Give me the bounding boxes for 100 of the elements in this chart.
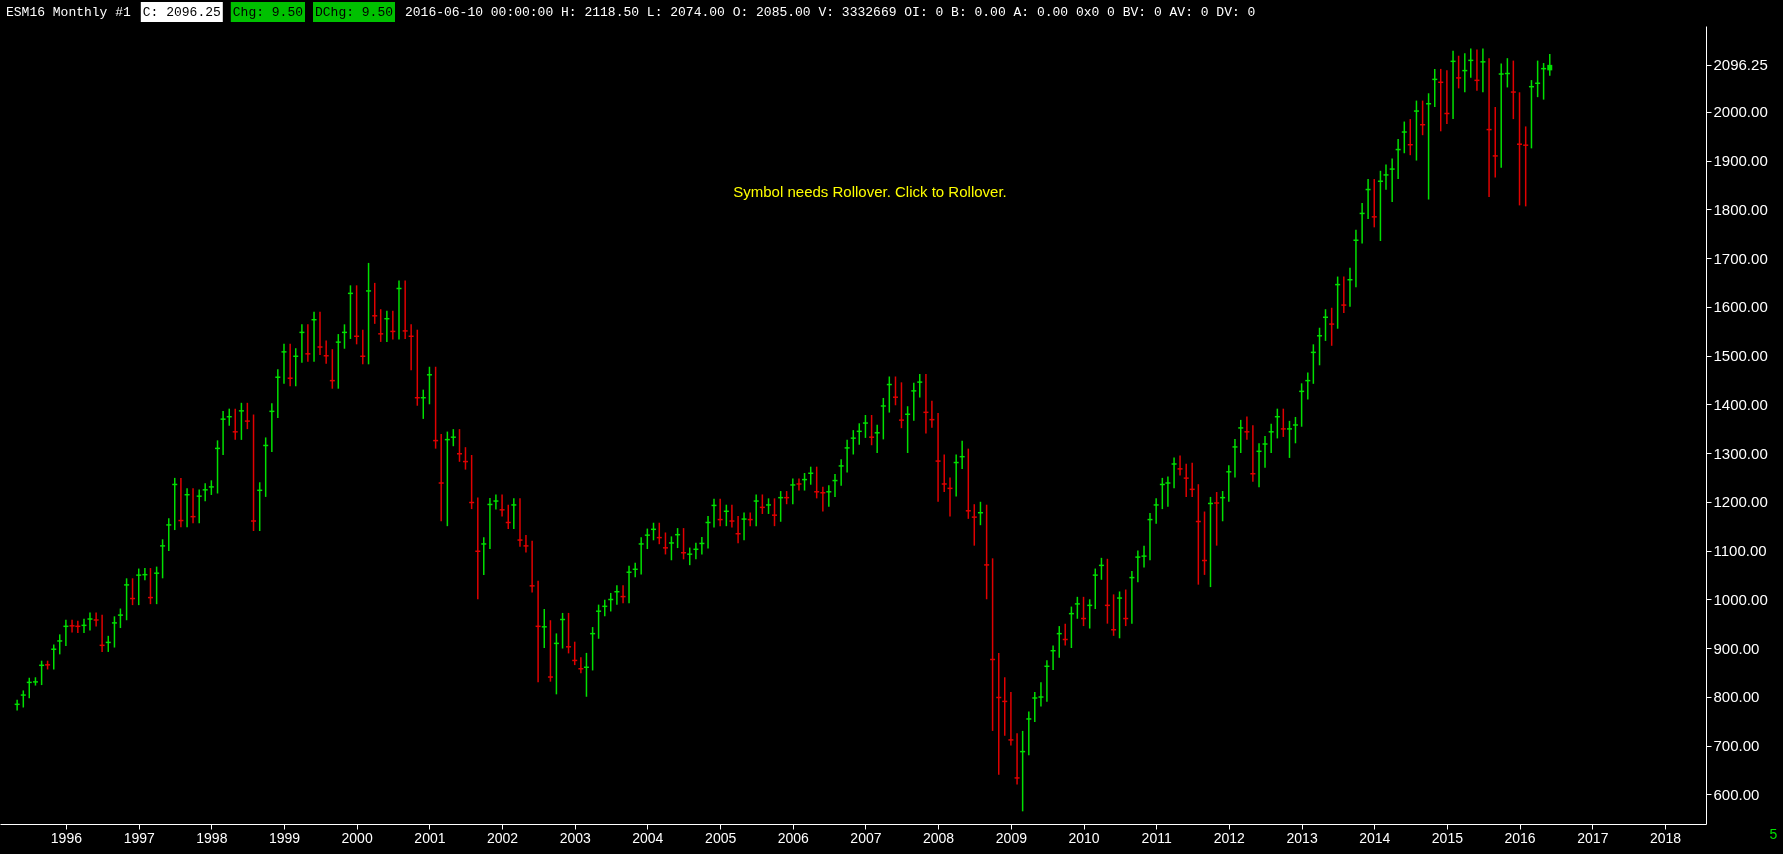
x-tick-label: 2009: [995, 829, 1028, 846]
y-tick-label: 1900.00: [1713, 152, 1768, 170]
x-tick-label: 2016: [1504, 829, 1536, 846]
x-tick-label: 2002: [487, 829, 519, 846]
y-tick-label: 600.00: [1713, 785, 1760, 803]
candlestick: [1092, 567, 1098, 610]
candlestick: [874, 424, 880, 454]
candlestick: [517, 497, 523, 548]
y-tick-label: 1800.00: [1713, 200, 1768, 218]
candlestick: [638, 536, 644, 576]
candlestick: [790, 477, 796, 505]
candlestick: [626, 564, 632, 604]
candlestick: [402, 279, 408, 340]
x-tick-label: 2017: [1577, 829, 1609, 846]
candlestick: [1510, 59, 1516, 120]
y-tick-label: 1300.00: [1713, 444, 1768, 462]
candlestick: [566, 612, 572, 655]
candlestick: [1135, 549, 1141, 583]
candlestick: [154, 565, 160, 605]
candlestick: [596, 603, 602, 640]
candlestick: [275, 368, 281, 419]
x-tick-label: 2012: [1213, 829, 1246, 846]
candlestick: [378, 308, 384, 343]
candlestick: [196, 488, 202, 524]
candlestick: [1401, 120, 1407, 154]
x-tick-label: 1996: [50, 829, 83, 846]
text: C: 2096.25: [142, 5, 221, 20]
y-tick-label: 1100.00: [1713, 542, 1767, 560]
candlestick: [366, 262, 372, 366]
candlestick: [111, 615, 117, 649]
candlestick: [892, 375, 898, 407]
candlestick: [772, 497, 777, 527]
candlestick: [481, 536, 487, 576]
candlestick: [1238, 419, 1244, 454]
candlestick: [838, 458, 844, 487]
candlestick: [971, 503, 977, 547]
candlestick: [317, 310, 323, 356]
candlestick: [57, 633, 63, 656]
x-tick-label: 2007: [850, 829, 882, 846]
candlestick: [93, 611, 99, 628]
candlestick: [844, 439, 850, 474]
candlestick: [1286, 420, 1292, 459]
candlestick: [166, 517, 172, 552]
candlestick: [1292, 416, 1298, 445]
candlestick: [1026, 710, 1032, 757]
y-tick-label: 2096.25: [1713, 56, 1768, 74]
candlestick: [87, 611, 93, 632]
candlestick: [1232, 438, 1238, 479]
candlestick: [160, 538, 166, 580]
candlestick: [1280, 407, 1286, 438]
candlestick: [911, 382, 917, 422]
candlestick: [668, 535, 674, 562]
candlestick: [1141, 544, 1147, 569]
candlestick: [335, 333, 341, 390]
candlestick: [523, 534, 529, 554]
y-tick-label: 1600.00: [1713, 298, 1768, 316]
x-tick-label: 2015: [1431, 829, 1464, 846]
candlestick: [1153, 497, 1159, 525]
candlestick: [1226, 464, 1232, 503]
candlestick: [202, 482, 208, 503]
candlestick: [1171, 456, 1177, 489]
candlestick: [753, 493, 759, 527]
candlestick: [323, 339, 329, 365]
candlestick: [1262, 435, 1268, 469]
candlestick: [499, 493, 505, 518]
x-tick-label: 2001: [414, 829, 446, 846]
candlestick: [281, 343, 287, 385]
candlestick: [898, 381, 904, 429]
candlestick: [1383, 163, 1389, 191]
candlestick: [1341, 275, 1347, 314]
candlestick: [124, 577, 130, 621]
x-tick-label: 2003: [559, 829, 591, 846]
candlestick: [244, 402, 250, 430]
candlestick: [1244, 415, 1250, 441]
candlestick: [238, 402, 244, 441]
candlestick: [1183, 463, 1189, 498]
x-tick-label: 2011: [1141, 829, 1172, 846]
x-tick-label: 1998: [196, 829, 228, 846]
candlestick: [1413, 99, 1419, 162]
candlestick: [438, 433, 444, 523]
candlestick: [917, 373, 923, 399]
candlestick: [796, 477, 802, 492]
candlestick: [862, 414, 868, 439]
x-tick-label: 1997: [123, 829, 155, 846]
x-tick-label: 2000: [341, 829, 373, 846]
y-tick-label: 1200.00: [1713, 493, 1768, 511]
x-tick-label: 2006: [777, 829, 810, 846]
y-tick-label: 1400.00: [1713, 395, 1768, 413]
candlestick: [426, 366, 432, 406]
candlestick: [644, 527, 650, 550]
candlestick: [529, 540, 535, 594]
candlestick: [1389, 157, 1395, 203]
y-tick-label: 1500.00: [1713, 347, 1768, 365]
annotation: Symbol needs Rollover. Click to Rollover.: [733, 183, 1007, 200]
candlestick: [662, 531, 668, 556]
candlestick: [826, 484, 832, 508]
candlestick: [1165, 475, 1171, 508]
y-tick-label: 1000.00: [1713, 590, 1768, 608]
x-tick-label: 2013: [1286, 829, 1318, 846]
x-tick-label: 2005: [705, 829, 737, 846]
